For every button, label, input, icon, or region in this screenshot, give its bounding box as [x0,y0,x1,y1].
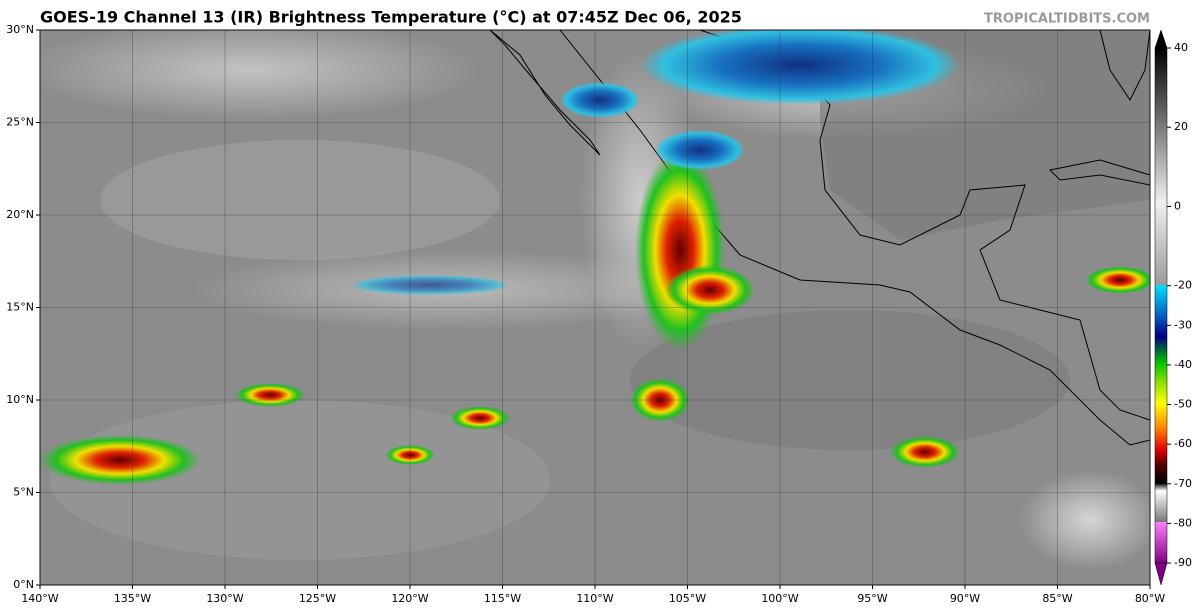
y-tick-label: 0°N [13,578,34,591]
colorbar-tick-label: -20 [1174,279,1192,292]
graticule [39,29,1151,586]
colorbar-tick-label: 20 [1174,120,1188,133]
colorbar-ticks: 40 20 0 -20 -30 -40 -50 -60 -70 -80 -90 [1167,41,1192,569]
y-tick-label: 15°N [6,301,34,314]
title: GOES-19 Channel 13 (IR) Brightness Tempe… [40,8,742,27]
x-tick-label: 120°W [391,592,428,605]
colorbar [1154,29,1168,586]
colorbar-tick-label: -60 [1174,437,1192,450]
credit: TROPICALTIDBITS.COM [984,12,1150,27]
x-tick-label: 130°W [206,592,243,605]
x-tick-label: 115°W [484,592,521,605]
x-tick-label: 85°W [1042,592,1072,605]
x-tick-label: 90°W [950,592,980,605]
y-tick-label: 25°N [6,116,34,129]
satellite-image [40,30,1150,585]
x-tick-label: 80°W [1135,592,1165,605]
x-tick-label: 125°W [299,592,336,605]
colorbar-tick-label: -50 [1174,398,1192,411]
x-tick-label: 105°W [669,592,706,605]
x-tick-label: 95°W [857,592,887,605]
x-tick-label: 140°W [21,592,58,605]
colorbar-tick-label: -30 [1174,318,1192,331]
colorbar-tick-label: -80 [1174,516,1192,529]
y-tick-label: 10°N [6,393,34,406]
colorbar-tick-label: -90 [1174,556,1192,569]
x-tick-label: 100°W [761,592,798,605]
axes: 140°W 135°W 130°W 125°W 120°W 115°W 110°W 105°W… [6,23,1165,605]
y-tick-label: 20°N [6,208,34,221]
colorbar-tick-label: 40 [1174,41,1188,54]
colorbar-tick-label: 0 [1174,199,1181,212]
x-tick-label: 135°W [114,592,151,605]
colorbar-tick-label: -70 [1174,477,1192,490]
x-tick-label: 110°W [576,592,613,605]
y-tick-label: 5°N [13,486,34,499]
y-tick-label: 30°N [6,23,34,36]
colorbar-tick-label: -40 [1174,358,1192,371]
